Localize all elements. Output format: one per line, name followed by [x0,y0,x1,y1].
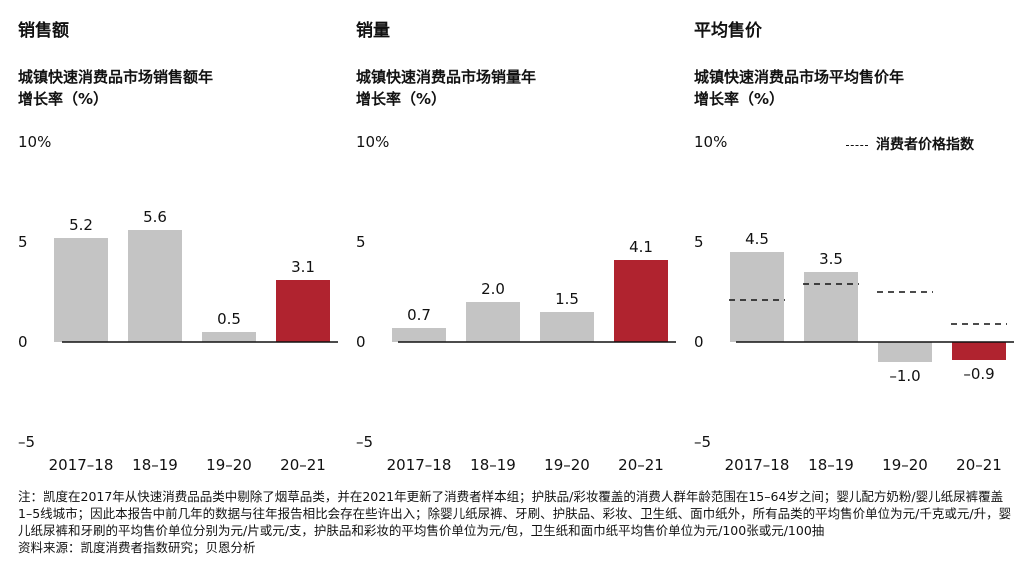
chart-canvas: –5 0 5 10% 5.2 2017–18 5.6 18–19 0.5 19–20 3.1 20–2… [18,133,1014,474]
bar [54,238,108,342]
panel-heading: 销量 [356,21,390,41]
legend: 消费者价格指数 [846,134,974,154]
bar [540,312,594,342]
x-tick-label: 20–21 [618,456,664,474]
data-label: 1.5 [555,290,579,308]
y-tick-label: 0 [356,333,366,351]
panel-subtitle: 城镇快速消费品市场平均售价年 增长率（%） [694,66,954,110]
bar [276,280,330,342]
data-label: 3.1 [291,258,315,276]
bar [730,252,784,342]
footnote-text: 注：凯度在2017年从快速消费品品类中剔除了烟草品类，并在2021年更新了消费者… [18,489,1012,538]
y-tick-label: 10% [694,133,727,151]
data-label: 0.5 [217,310,241,328]
subtitle-line: 城镇快速消费品市场销量年 [356,68,537,86]
x-tick-label: 2017–18 [725,456,790,474]
data-label: 3.5 [819,250,843,268]
x-tick-label: 20–21 [280,456,326,474]
x-tick-label: 2017–18 [49,456,114,474]
data-label: –0.9 [963,365,994,383]
data-label: 2.0 [481,280,505,298]
y-tick-label: 0 [18,333,28,351]
x-tick-label: 18–19 [132,456,178,474]
x-tick-label: 19–20 [544,456,590,474]
bar [128,230,182,342]
x-tick-label: 19–20 [882,456,928,474]
data-label: 5.6 [143,208,167,226]
subtitle-line: 增长率（%） [356,90,447,108]
y-tick-label: –5 [18,433,35,451]
bar [202,332,256,342]
footnotes: 注：凯度在2017年从快速消费品品类中剔除了烟草品类，并在2021年更新了消费者… [18,488,1014,556]
y-tick-label: 5 [356,233,366,251]
bar [466,302,520,342]
bar [804,272,858,342]
bar [952,342,1006,360]
legend-label: 消费者价格指数 [876,137,974,153]
source-text: 资料来源：凯度消费者指数研究；贝恩分析 [18,540,256,555]
x-tick-label: 2017–18 [387,456,452,474]
data-label: 4.1 [629,238,653,256]
dashed-line-icon [846,144,868,146]
subtitle-line: 城镇快速消费品市场销售额年 [18,68,214,86]
bar [392,328,446,342]
panel-heading: 销售额 [18,21,69,41]
y-tick-label: 0 [694,333,704,351]
data-label: –1.0 [889,367,920,385]
x-tick-label: 19–20 [206,456,252,474]
panel-subtitle: 城镇快速消费品市场销量年 增长率（%） [356,66,616,110]
subtitle-line: 城镇快速消费品市场平均售价年 [694,68,905,86]
panel-heading: 平均售价 [694,21,762,41]
y-tick-label: 5 [18,233,28,251]
data-label: 0.7 [407,306,431,324]
data-label: 4.5 [745,230,769,248]
y-tick-label: –5 [356,433,373,451]
x-tick-label: 18–19 [808,456,854,474]
x-tick-label: 18–19 [470,456,516,474]
panel-subtitle: 城镇快速消费品市场销售额年 增长率（%） [18,66,278,110]
subtitle-line: 增长率（%） [18,90,109,108]
subtitle-line: 增长率（%） [694,90,785,108]
data-label: 5.2 [69,216,93,234]
bar [878,342,932,362]
bar [614,260,668,342]
y-tick-label: 5 [694,233,704,251]
y-tick-label: 10% [18,133,51,151]
x-tick-label: 20–21 [956,456,1002,474]
y-tick-label: 10% [356,133,389,151]
y-tick-label: –5 [694,433,711,451]
